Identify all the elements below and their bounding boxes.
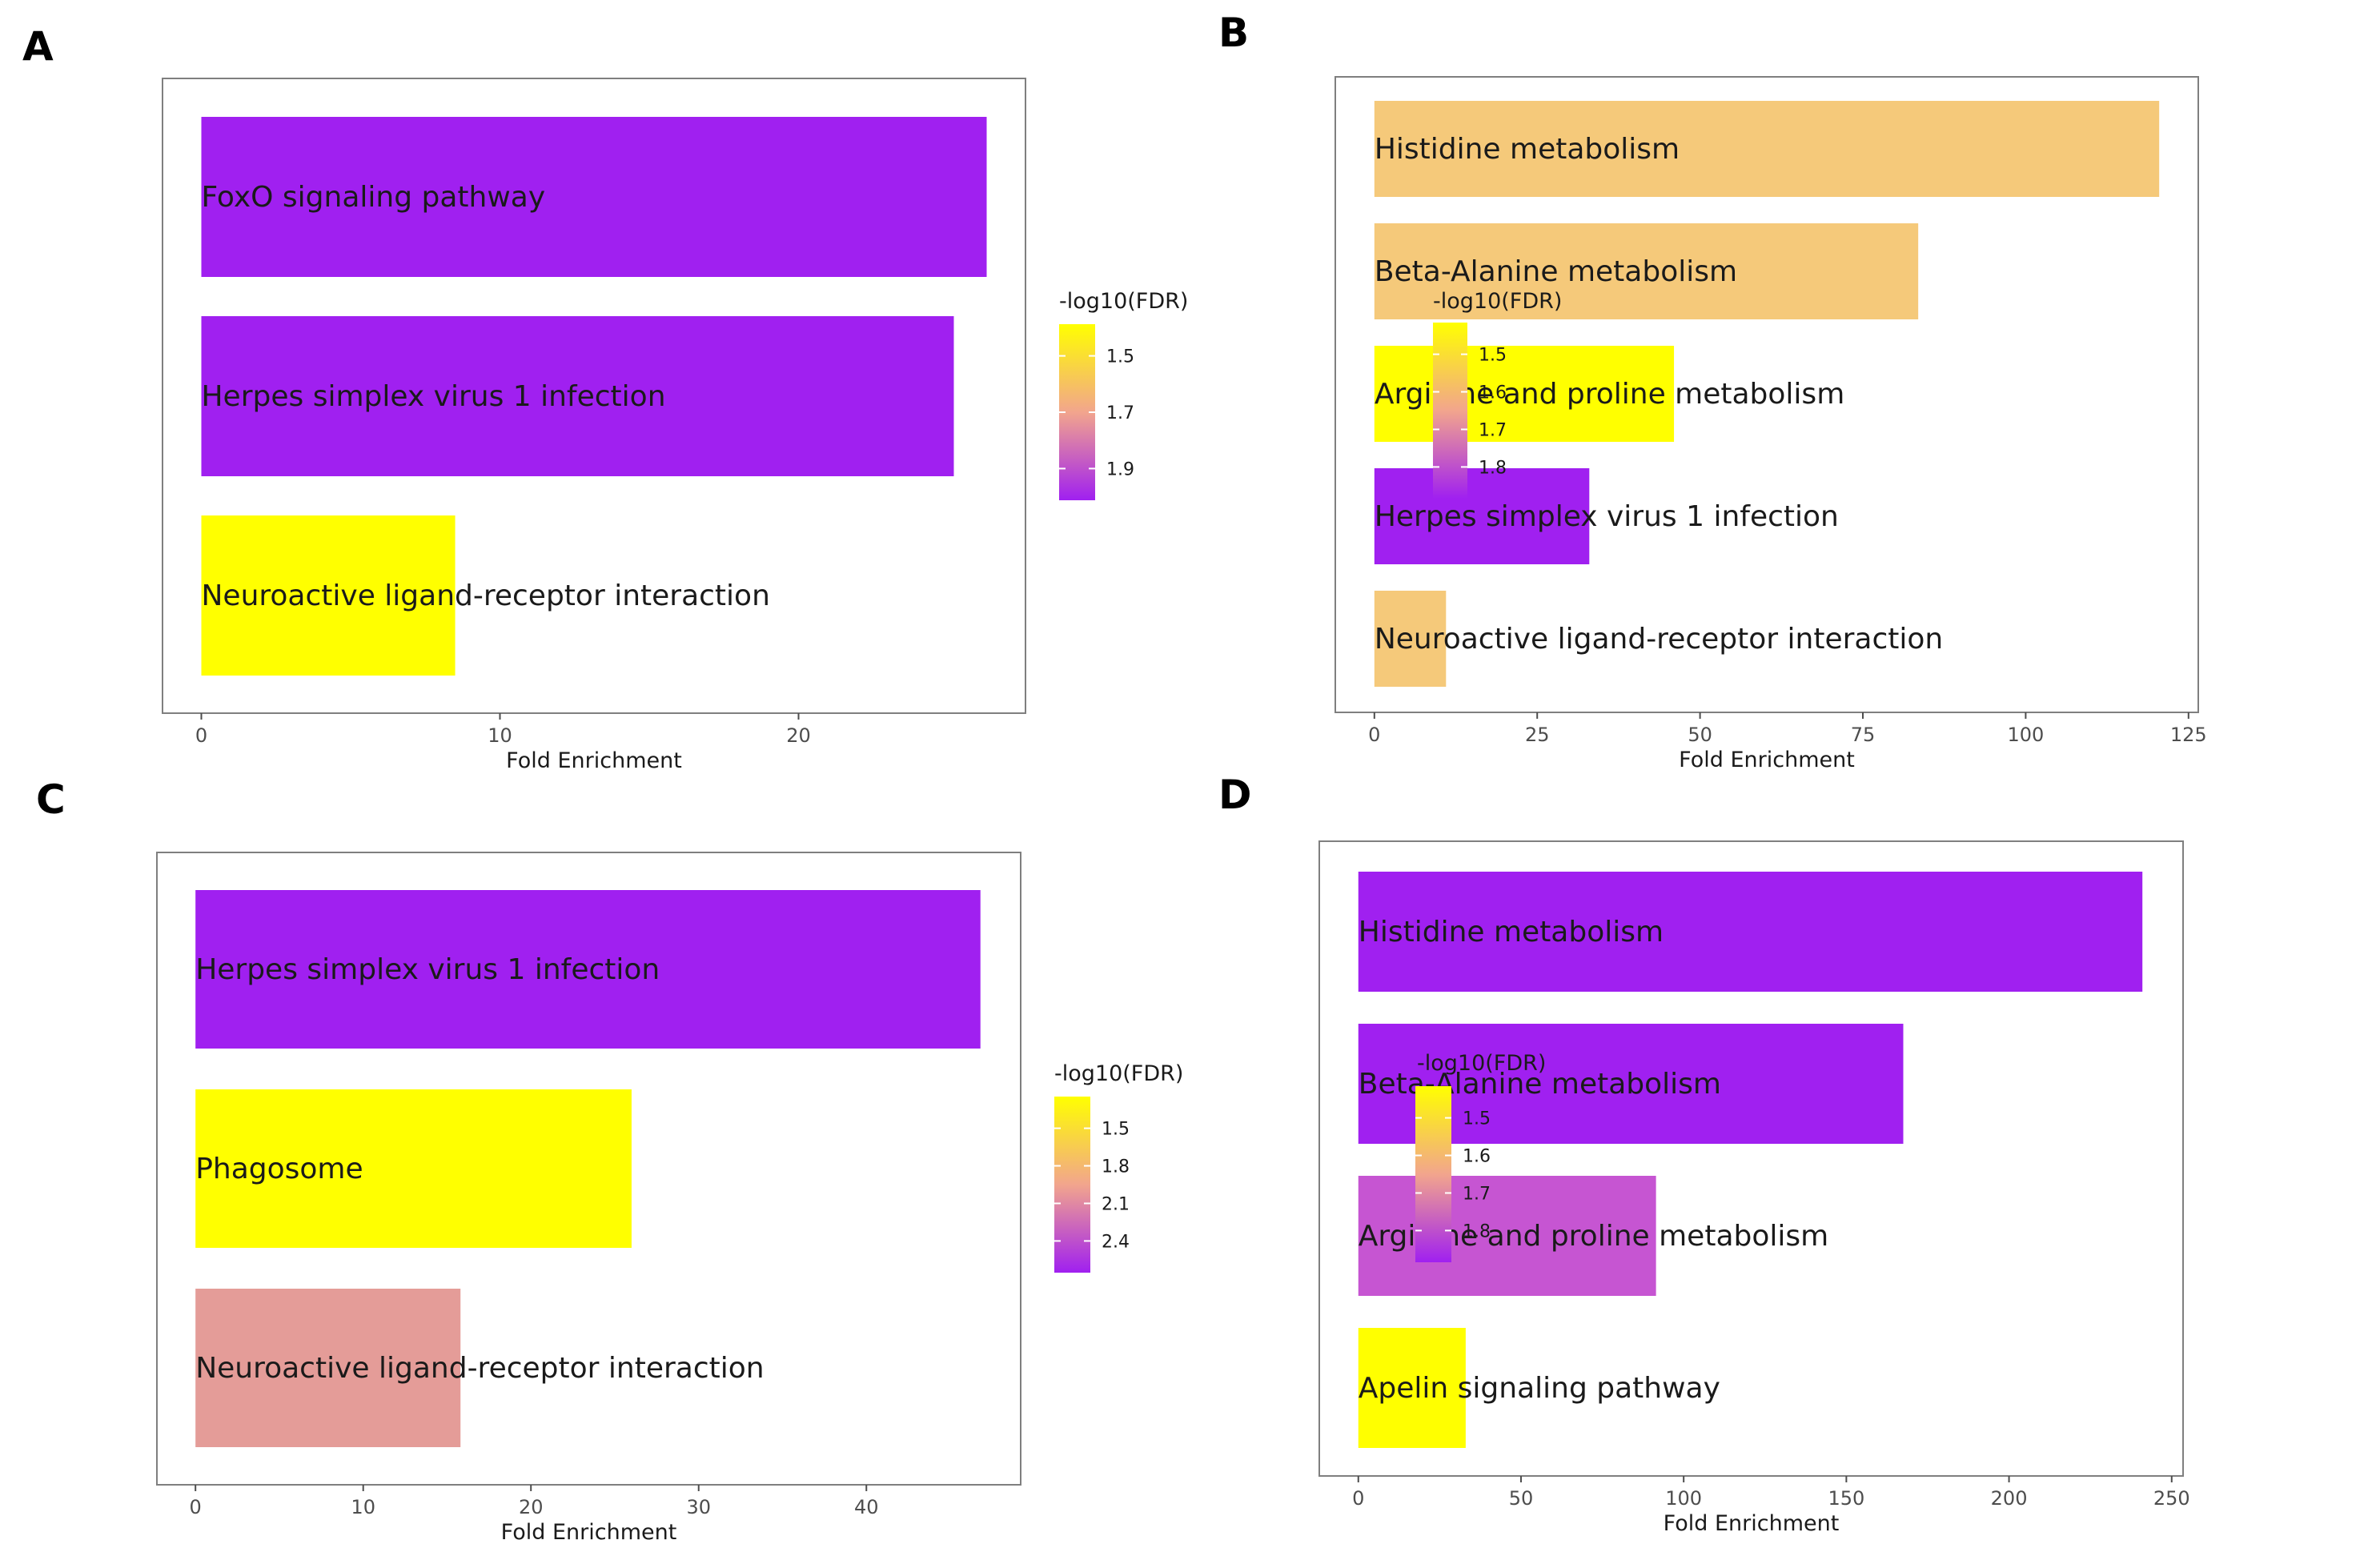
x-tick-label: 200: [1991, 1487, 2028, 1510]
x-tick-label: 125: [2170, 724, 2207, 746]
chart-panel-b: B Histidine metabolism Beta-Alanine metabo…: [1218, 10, 2207, 772]
bar: [1358, 872, 2143, 992]
bar: [201, 316, 954, 476]
chart-panel-c: C Herpes simplex virus 1 infection Phagoso…: [36, 776, 1183, 1544]
x-tick-label: 0: [195, 724, 207, 747]
legend-tick-label: 1.5: [1479, 346, 1507, 366]
bar-label: Apelin signaling pathway: [1359, 1372, 1720, 1405]
legend-tick-label: 1.5: [1102, 1120, 1130, 1140]
x-tick-label: 30: [686, 1496, 711, 1518]
panel-label: B: [1218, 10, 1249, 56]
bar: [1358, 1328, 1466, 1448]
panel-label: A: [22, 23, 54, 70]
legend-tick-label: 1.5: [1106, 347, 1134, 367]
legend-title: -log10(FDR): [1433, 289, 1562, 314]
x-axis-title: Fold Enrichment: [501, 1520, 677, 1544]
legend-tick-label: 1.7: [1463, 1184, 1491, 1204]
legend-tick-label: 1.6: [1479, 383, 1507, 403]
x-tick-label: 20: [786, 724, 811, 747]
x-tick-label: 0: [190, 1496, 202, 1518]
x-tick-label: 25: [1525, 724, 1550, 746]
legend-tick-label: 1.7: [1479, 420, 1507, 440]
bar-label: Neuroactive ligand-receptor interaction: [201, 580, 769, 612]
legend-colorbar: [1054, 1097, 1090, 1273]
legend-tick-label: 1.6: [1463, 1147, 1491, 1167]
bar-label: Herpes simplex virus 1 infection: [195, 953, 660, 986]
legend-colorbar: [1415, 1086, 1451, 1262]
legend: -log10(FDR) 1.5 1.6 1.7 1.8: [1415, 1051, 1546, 1262]
legend: -log10(FDR) 1.5 1.7 1.9: [1059, 289, 1188, 500]
legend-tick-label: 1.8: [1102, 1157, 1130, 1177]
legend-title: -log10(FDR): [1059, 289, 1188, 314]
bar: [201, 515, 456, 676]
bar: [1374, 346, 1675, 442]
bar-label: Histidine metabolism: [1359, 916, 1664, 948]
legend: -log10(FDR) 1.5 1.8 2.1 2.4: [1054, 1061, 1183, 1273]
bar-label: Herpes simplex virus 1 infection: [201, 380, 665, 413]
legend-title: -log10(FDR): [1417, 1051, 1546, 1076]
bar: [1374, 468, 1590, 564]
bar-label: Beta-Alanine metabolism: [1375, 255, 1737, 288]
bar-label: Phagosome: [195, 1153, 363, 1185]
legend: -log10(FDR) 1.5 1.6 1.7 1.8: [1433, 289, 1562, 499]
panel-label: D: [1218, 772, 1252, 818]
x-tick-label: 100: [1665, 1487, 1702, 1510]
x-tick-label: 0: [1352, 1487, 1364, 1510]
x-tick-label: 150: [1828, 1487, 1864, 1510]
legend-tick-label: 1.8: [1463, 1221, 1491, 1241]
bar: [1374, 591, 1447, 687]
bar: [1374, 223, 1919, 319]
bar: [195, 1089, 632, 1248]
bar: [201, 117, 987, 277]
x-tick-label: 20: [519, 1496, 544, 1518]
legend-colorbar: [1433, 323, 1467, 499]
x-tick-label: 50: [1688, 724, 1712, 746]
bar-label: Neuroactive ligand-receptor interaction: [1375, 623, 1943, 656]
legend-tick-label: 1.9: [1106, 459, 1134, 479]
x-tick-label: 50: [1509, 1487, 1534, 1510]
bar-label: FoxO signaling pathway: [201, 181, 545, 214]
x-axis-title: Fold Enrichment: [1664, 1511, 1840, 1536]
x-tick-label: 100: [2007, 724, 2044, 746]
bar: [1358, 1176, 1656, 1296]
bar-label: Neuroactive ligand-receptor interaction: [195, 1352, 764, 1385]
x-tick-label: 10: [488, 724, 512, 747]
x-axis-title: Fold Enrichment: [506, 748, 682, 773]
bar-label: Histidine metabolism: [1375, 133, 1680, 166]
legend-tick-label: 1.7: [1106, 403, 1134, 423]
panel-label: C: [36, 776, 66, 823]
chart-panel-a: A FoxO signaling pathway Herpes simplex vi…: [22, 23, 1188, 773]
bar-label: Herpes simplex virus 1 infection: [1375, 500, 1839, 533]
x-tick-label: 75: [1851, 724, 1876, 746]
bar: [195, 890, 981, 1049]
legend-tick-label: 2.4: [1102, 1232, 1130, 1252]
legend-tick-label: 1.8: [1479, 458, 1507, 478]
legend-tick-label: 2.1: [1102, 1194, 1130, 1214]
x-tick-label: 0: [1368, 724, 1380, 746]
x-tick-label: 40: [854, 1496, 879, 1518]
x-axis-title: Fold Enrichment: [1679, 748, 1855, 772]
legend-tick-label: 1.5: [1463, 1109, 1491, 1129]
bar: [1374, 101, 2160, 197]
x-tick-label: 250: [2153, 1487, 2190, 1510]
legend-title: -log10(FDR): [1054, 1061, 1183, 1086]
x-tick-label: 10: [351, 1496, 375, 1518]
bar: [195, 1289, 461, 1447]
